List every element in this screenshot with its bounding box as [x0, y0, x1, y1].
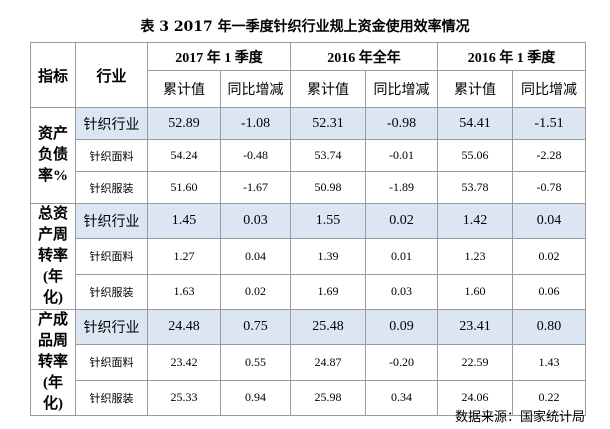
- table-title: 表 3 2017 年一季度针织行业规上资金使用效率情况: [140, 19, 470, 35]
- value-cell: 54.24: [147, 139, 221, 172]
- table-row: 针织面料 54.24 -0.48 53.74 -0.01 55.06 -2.28: [31, 139, 586, 172]
- value-cell: -1.67: [220, 171, 291, 204]
- table-row: 针织面料 1.27 0.04 1.39 0.01 1.23 0.02: [31, 238, 586, 275]
- table-row: 针织面料 23.42 0.55 24.87 -0.20 22.59 1.43: [31, 344, 586, 381]
- subheader-cell: 同比增减: [365, 70, 438, 108]
- value-cell: 0.03: [220, 202, 291, 240]
- subheader-cell: 累计值: [437, 70, 513, 108]
- value-cell: 0.34: [365, 379, 438, 417]
- industry-cell: 针织面料: [75, 139, 148, 172]
- industry-cell: 针织行业: [75, 202, 148, 240]
- value-cell: 0.09: [365, 308, 438, 346]
- value-cell: 1.43: [512, 344, 586, 381]
- industry-cell: 针织面料: [75, 344, 148, 381]
- value-cell: -0.48: [220, 139, 291, 172]
- header-cell: 指标: [30, 42, 76, 108]
- industry-cell: 针织服装: [75, 379, 148, 417]
- value-cell: 52.31: [290, 107, 366, 140]
- value-cell: 0.02: [512, 238, 586, 275]
- value-cell: -0.98: [365, 107, 438, 140]
- value-cell: 1.23: [437, 238, 513, 275]
- value-cell: 54.41: [437, 107, 513, 140]
- header-cell: 2016 年全年: [290, 42, 438, 71]
- indicator-cell: 资产负债率%: [30, 107, 76, 204]
- subheader-cell: 累计值: [147, 70, 221, 108]
- industry-cell: 针织服装: [75, 171, 148, 204]
- value-cell: -1.51: [512, 107, 586, 140]
- table-row: 资产负债率% 针织行业 52.89 -1.08 52.31 -0.98 54.41 -1.51: [30, 107, 586, 204]
- industry-cell: 针织面料: [75, 238, 148, 275]
- value-cell: 0.01: [365, 238, 438, 275]
- value-cell: 0.02: [220, 273, 291, 311]
- value-cell: 1.42: [437, 202, 513, 240]
- value-cell: 0.22: [512, 379, 586, 417]
- table-row: 产成品周转率(年化) 针织行业 24.48 0.75 25.48 0.09 23.41 0.8…: [30, 308, 586, 416]
- header-cell: 2017 年 1 季度: [147, 42, 291, 71]
- indicator-cell: 产成品周转率(年化): [30, 309, 76, 416]
- value-cell: -1.89: [365, 171, 438, 204]
- header-cell: 行业: [75, 42, 148, 108]
- value-cell: 50.98: [290, 171, 366, 204]
- subheader-cell: 同比增减: [220, 70, 291, 108]
- value-cell: 52.89: [147, 107, 221, 140]
- value-cell: 23.42: [147, 344, 221, 381]
- value-cell: 0.04: [512, 202, 586, 240]
- value-cell: 24.48: [147, 308, 221, 346]
- value-cell: -0.01: [365, 139, 438, 172]
- indicator-cell: 总资产周转率(年化): [30, 203, 76, 310]
- subheader-row: 累计值 同比增减 累计值 同比增减 累计值 同比增减: [31, 70, 586, 108]
- value-cell: 0.55: [220, 344, 291, 381]
- value-cell: 25.48: [290, 308, 366, 346]
- table-row: 总资产周转率(年化) 针织行业 1.45 0.03 1.55 0.02 1.42 0.04: [30, 202, 586, 310]
- value-cell: 23.41: [437, 308, 513, 346]
- value-cell: -1.08: [220, 107, 291, 140]
- value-cell: 1.60: [437, 273, 513, 311]
- table: 指标 行业 2017 年 1 季度 2016 年全年 2016 年 1 季度 累计值 同比增…: [30, 42, 586, 417]
- value-cell: 0.06: [512, 273, 586, 311]
- value-cell: -2.28: [512, 139, 586, 172]
- value-cell: -0.78: [512, 171, 586, 204]
- value-cell: 1.45: [147, 202, 221, 240]
- value-cell: 53.74: [290, 139, 366, 172]
- value-cell: 24.06: [437, 379, 513, 417]
- value-cell: 0.80: [512, 308, 586, 346]
- value-cell: 25.98: [290, 379, 366, 417]
- value-cell: 55.06: [437, 139, 513, 172]
- table-row: 针织服装 25.33 0.94 25.98 0.34 24.06 0.22: [31, 379, 586, 417]
- table-row: 针织服装 51.60 -1.67 50.98 -1.89 53.78 -0.78: [31, 171, 586, 204]
- subheader-cell: 累计值: [290, 70, 366, 108]
- value-cell: 22.59: [437, 344, 513, 381]
- industry-cell: 针织行业: [75, 107, 148, 140]
- header-row: 指标 行业 2017 年 1 季度 2016 年全年 2016 年 1 季度: [30, 42, 586, 108]
- value-cell: 1.39: [290, 238, 366, 275]
- header-cell: 2016 年 1 季度: [437, 42, 586, 71]
- value-cell: 1.27: [147, 238, 221, 275]
- value-cell: 1.63: [147, 273, 221, 311]
- industry-cell: 针织行业: [75, 308, 148, 346]
- value-cell: 0.04: [220, 238, 291, 275]
- value-cell: 51.60: [147, 171, 221, 204]
- value-cell: 25.33: [147, 379, 221, 417]
- industry-cell: 针织服装: [75, 273, 148, 311]
- value-cell: 53.78: [437, 171, 513, 204]
- value-cell: -0.20: [365, 344, 438, 381]
- value-cell: 0.75: [220, 308, 291, 346]
- value-cell: 0.94: [220, 379, 291, 417]
- value-cell: 24.87: [290, 344, 366, 381]
- value-cell: 0.02: [365, 202, 438, 240]
- value-cell: 1.55: [290, 202, 366, 240]
- subheader-cell: 同比增减: [512, 70, 586, 108]
- value-cell: 1.69: [290, 273, 366, 311]
- source-note: 数据来源：国家统计局: [454, 410, 585, 425]
- table-row: 针织服装 1.63 0.02 1.69 0.03 1.60 0.06: [31, 273, 586, 311]
- value-cell: 0.03: [365, 273, 438, 311]
